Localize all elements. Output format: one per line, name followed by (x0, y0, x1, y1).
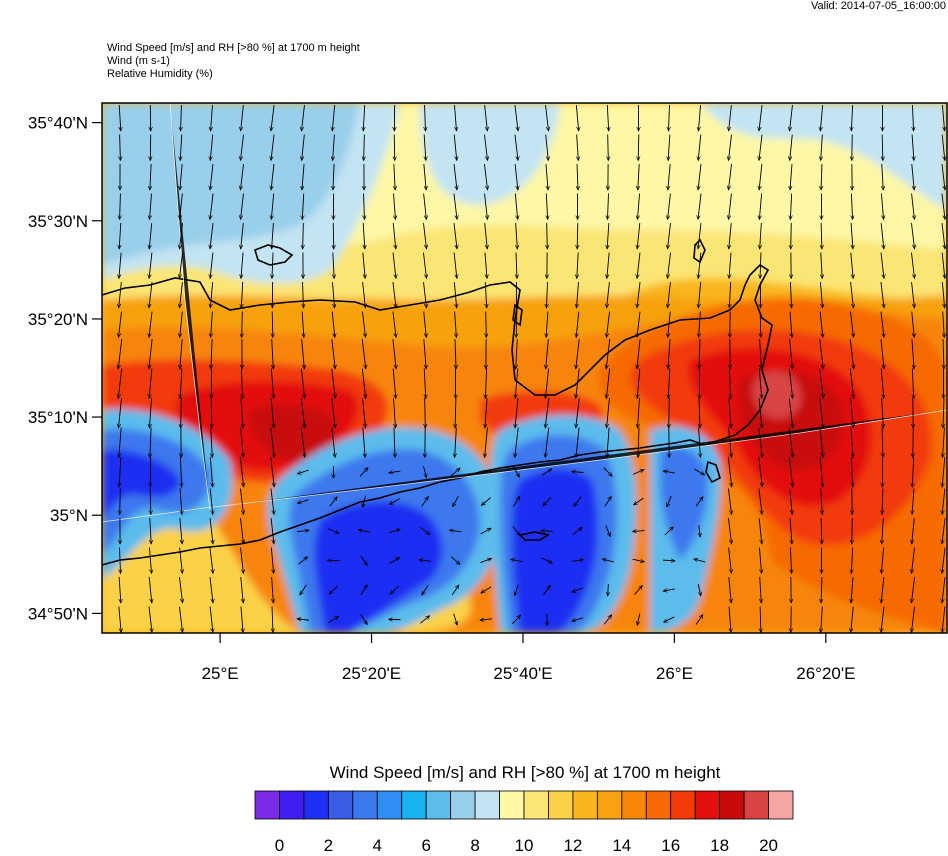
wind-arrow (272, 312, 273, 338)
lat-tick-label: 35°30'N (28, 212, 88, 231)
wind-arrow (852, 135, 853, 161)
lon-tick-label: 26°E (656, 664, 693, 683)
colorbar-swatch (377, 791, 401, 819)
wind-arrow (333, 223, 334, 249)
wind-arrow (547, 614, 548, 626)
colorbar-swatch (402, 791, 426, 819)
lat-tick-label: 35°20'N (28, 310, 88, 329)
wind-arrow (913, 428, 914, 458)
wind-arrow (638, 135, 639, 161)
wind-arrow (394, 135, 395, 161)
colorbar-label: 6 (406, 836, 446, 856)
colorbar-swatch (328, 791, 352, 819)
colorbar-swatch (500, 791, 524, 819)
wind-arrow (577, 223, 578, 249)
colorbar-swatch (255, 791, 279, 819)
colorbar-swatch (597, 791, 621, 819)
colorbar-swatch (671, 791, 695, 819)
lon-tick-label: 26°20'E (796, 664, 855, 683)
longitude-axis: 25°E 25°20'E 25°40'E 26°E 26°20'E (202, 633, 856, 683)
colorbar-label: 14 (602, 836, 642, 856)
colorbar-swatch (548, 791, 572, 819)
lat-tick-label: 35°10'N (28, 408, 88, 427)
lat-tick-label: 34°50'N (28, 604, 88, 623)
colorbar-swatch (524, 791, 548, 819)
wind-speed-field (102, 103, 947, 633)
wind-arrow (608, 135, 609, 161)
colorbar-swatch (304, 791, 328, 819)
colorbar-label: 8 (455, 836, 495, 856)
wind-arrow (150, 489, 151, 515)
lon-tick-label: 25°E (202, 664, 239, 683)
colorbar-swatch (573, 791, 597, 819)
lat-tick-label: 35°N (50, 506, 88, 525)
colorbar-title: Wind Speed [m/s] and RH [>80 %] at 1700 … (250, 763, 800, 783)
colorbar-label: 0 (259, 836, 299, 856)
lon-tick-label: 25°40'E (493, 664, 552, 683)
colorbar (255, 791, 793, 819)
colorbar-swatch (695, 791, 719, 819)
wind-arrow (669, 398, 670, 428)
colorbar-swatch (451, 791, 475, 819)
colorbar-label: 20 (749, 836, 789, 856)
colorbar-swatch (744, 791, 768, 819)
colorbar-label: 4 (357, 836, 397, 856)
colorbar-label: 2 (308, 836, 348, 856)
colorbar-swatch (622, 791, 646, 819)
lon-tick-label: 25°20'E (342, 664, 401, 683)
colorbar-label: 16 (651, 836, 691, 856)
wind-arrow (486, 312, 487, 338)
colorbar-swatch (279, 791, 303, 819)
colorbar-swatch (769, 791, 793, 819)
colorbar-swatch (646, 791, 670, 819)
colorbar-label: 18 (700, 836, 740, 856)
wind-arrow (547, 223, 548, 249)
lat-tick-label: 35°40'N (28, 114, 88, 133)
colorbar-label: 12 (553, 836, 593, 856)
colorbar-swatch (426, 791, 450, 819)
colorbar-swatch (475, 791, 499, 819)
colorbar-swatch (720, 791, 744, 819)
wind-arrow (541, 531, 553, 532)
latitude-axis: 35°40'N 35°30'N 35°20'N 35°10'N 35°N 34°50'N (28, 114, 102, 624)
colorbar-label: 10 (504, 836, 544, 856)
colorbar-swatch (353, 791, 377, 819)
